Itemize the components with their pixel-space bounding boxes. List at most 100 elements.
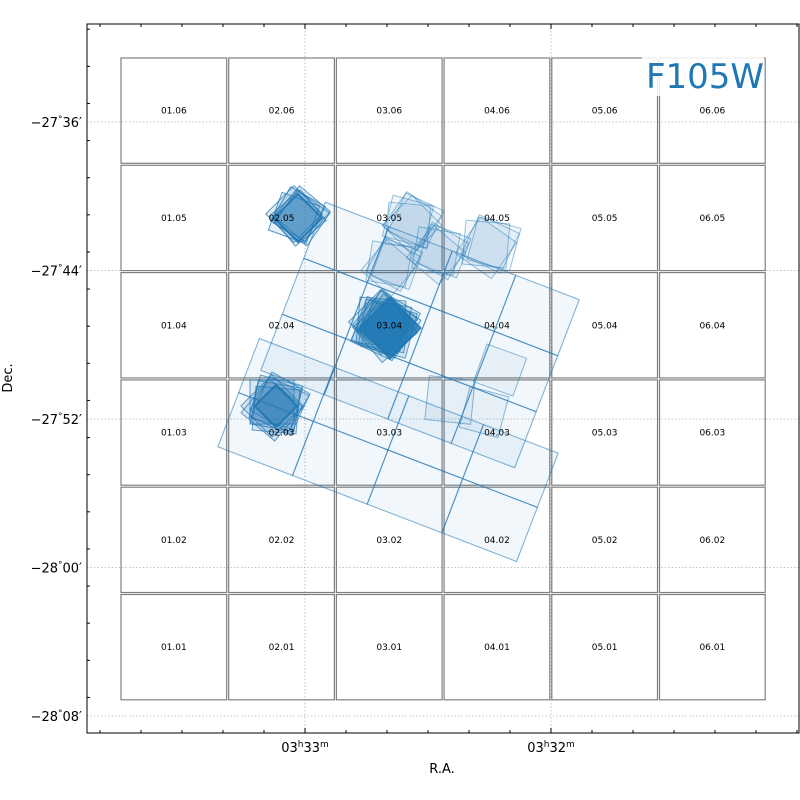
cell-label: 06.03 [699, 429, 725, 439]
footprint-tile [381, 194, 435, 248]
mosaic-cell [228, 486, 335, 594]
mosaic-cell [443, 57, 551, 164]
mosaic-cell [551, 272, 659, 379]
cell-label: 04.04 [484, 321, 510, 331]
y-tick-label: −27°52′ [31, 412, 82, 428]
mosaic-cell [120, 379, 228, 486]
footprint-tile [250, 376, 310, 436]
cell-label: 03.05 [376, 214, 402, 224]
mosaic-cell [551, 593, 659, 701]
exposure-footprints [217, 185, 580, 563]
cell-label: 01.01 [161, 643, 187, 653]
x-axis-label: R.A. [429, 762, 455, 777]
footprint-tile [384, 201, 432, 249]
footprint-tile [365, 240, 413, 288]
y-tick-label: −28°00′ [31, 561, 82, 577]
axis-ticks [87, 24, 798, 733]
y-tick-label: −27°36′ [31, 115, 82, 131]
mosaic-cell [551, 486, 659, 594]
mosaic-cell [335, 593, 443, 701]
mosaic-cell [658, 272, 766, 379]
footprint-tile [411, 226, 461, 276]
cell-label: 06.01 [699, 643, 725, 653]
mosaic-cell [120, 272, 228, 379]
mosaic-cell [658, 379, 766, 486]
mosaic-cell [443, 164, 551, 272]
mosaic-cells [120, 57, 766, 701]
mosaic-cell [120, 57, 228, 164]
footprint-tile [253, 383, 299, 429]
y-tick-label: −28°08′ [31, 709, 82, 725]
mosaic-cell [658, 593, 766, 701]
cell-label: 02.01 [269, 643, 295, 653]
footprint-tile [454, 216, 518, 280]
mosaic-cell [335, 272, 443, 379]
footprint-tile [466, 216, 522, 272]
mosaic-cell [228, 164, 335, 272]
cell-label: 05.04 [592, 321, 618, 331]
mosaic-cell [228, 593, 335, 701]
footprint-tile [387, 192, 445, 250]
cell-label: 03.06 [376, 107, 402, 117]
mosaic-cell [228, 57, 335, 164]
footprint-tile [370, 237, 424, 291]
cell-label: 05.03 [592, 429, 618, 439]
mosaic-cell [551, 57, 659, 164]
mosaic-cell [120, 486, 228, 594]
cell-label: 05.06 [592, 107, 618, 117]
cell-label: 04.05 [484, 214, 510, 224]
cell-label: 05.01 [592, 643, 618, 653]
mosaic-cell [120, 593, 228, 701]
mosaic-cell [120, 164, 228, 272]
cell-label: 01.06 [161, 107, 187, 117]
mosaic-cell [551, 379, 659, 486]
x-tick-label: 03h33m [281, 740, 329, 756]
y-tick-labels: −27°36′ −27°44′ −27°52′ −28°00′ −28°08′ [31, 115, 82, 725]
mosaic-cell [335, 379, 443, 486]
footprint-tile [461, 219, 511, 269]
footprint-tile [458, 385, 510, 439]
cell-label: 06.05 [699, 214, 725, 224]
cell-label: 06.04 [699, 321, 725, 331]
footprint-tile [424, 375, 476, 425]
mosaic-cell [658, 486, 766, 594]
cell-label: 05.05 [592, 214, 618, 224]
cell-label: 02.02 [269, 536, 295, 546]
cell-label: 02.03 [269, 429, 295, 439]
footprint-tile [272, 192, 324, 244]
cell-label: 02.05 [269, 214, 295, 224]
y-tick-label: −27°44′ [31, 264, 82, 280]
cell-label: 02.04 [269, 321, 295, 331]
footprint-tile [472, 343, 528, 397]
cell-label: 03.01 [376, 643, 402, 653]
footprint-tile [441, 477, 539, 563]
x-tick-labels: 03h33m 03h32m [281, 740, 575, 756]
mosaic-cell [335, 57, 443, 164]
mosaic-cell [443, 593, 551, 701]
filter-label-bg [642, 56, 764, 96]
cell-label: 01.05 [161, 214, 187, 224]
mosaic-cell [658, 164, 766, 272]
footprint-tile [360, 239, 418, 297]
cell-label: 04.01 [484, 643, 510, 653]
cell-label: 02.06 [269, 107, 295, 117]
footprint-tile [405, 224, 467, 286]
footprint-tile [364, 235, 422, 293]
plot-frame [86, 23, 800, 734]
cell-label: 05.02 [592, 536, 618, 546]
cell-label: 01.02 [161, 536, 187, 546]
footprint-tile [382, 191, 442, 251]
mosaic-cell [443, 486, 551, 594]
footprint-tile [460, 214, 520, 274]
footprint-tile [358, 296, 422, 360]
cell-label: 04.02 [484, 536, 510, 546]
mosaic-cell [335, 164, 443, 272]
mosaic-cell [443, 379, 551, 486]
cell-label: 06.06 [699, 107, 725, 117]
mosaic-cell [335, 486, 443, 594]
footprint-tile [381, 194, 443, 256]
footprint-tile [269, 189, 327, 247]
cell-labels: 01.06 02.06 03.06 04.06 05.06 06.06 01.05 02.05… [161, 107, 726, 654]
footprint-tile [410, 221, 470, 281]
